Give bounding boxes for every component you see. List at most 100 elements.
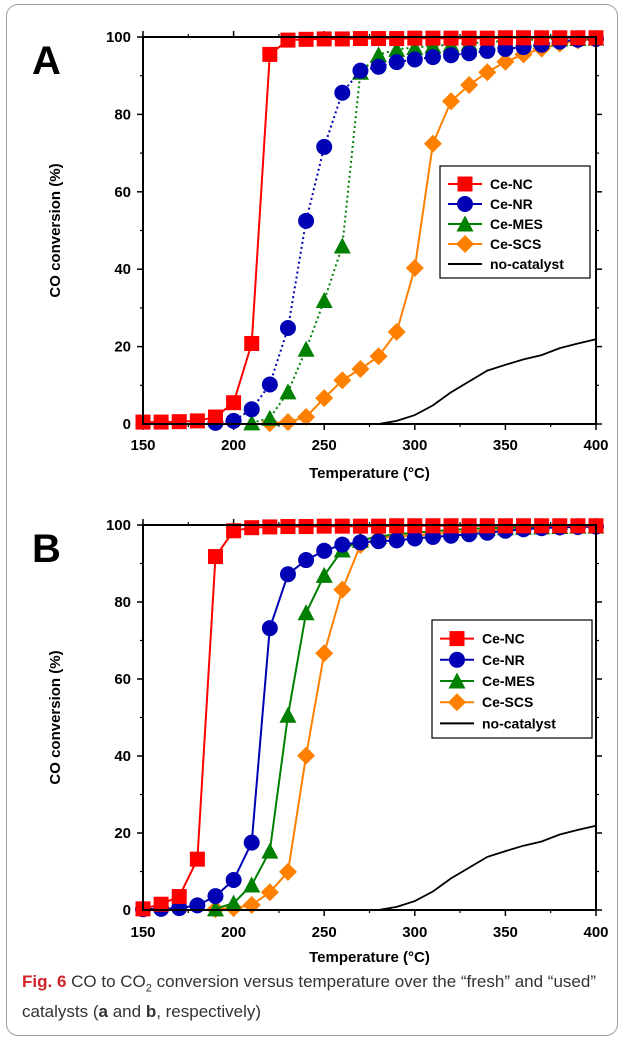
data-point bbox=[478, 63, 497, 82]
data-point bbox=[298, 31, 314, 47]
y-tick-label: 60 bbox=[114, 184, 131, 201]
data-point bbox=[370, 58, 387, 75]
data-point bbox=[278, 862, 297, 881]
y-tick-label: 80 bbox=[114, 594, 131, 611]
data-point bbox=[334, 31, 350, 47]
y-tick-label: 100 bbox=[106, 517, 131, 534]
data-point bbox=[406, 530, 423, 547]
figure-caption: Fig. 6 CO to CO2 conversion versus tempe… bbox=[22, 970, 612, 1023]
data-point bbox=[316, 542, 333, 559]
series-no-catalyst bbox=[378, 338, 597, 425]
data-point bbox=[369, 347, 388, 366]
panel-label: A bbox=[32, 39, 61, 83]
legend-label: Ce-NC bbox=[482, 631, 525, 647]
data-point bbox=[424, 49, 441, 66]
legend: Ce-NC Ce-NR Ce-MES Ce-SCS no-catalyst bbox=[439, 165, 591, 279]
x-tick-label: 400 bbox=[583, 924, 608, 941]
plot-area bbox=[135, 29, 604, 432]
x-axis-label: Temperature (°C) bbox=[309, 949, 430, 965]
data-point bbox=[333, 237, 351, 254]
data-point bbox=[297, 746, 316, 765]
series-line bbox=[251, 37, 597, 424]
data-point bbox=[333, 580, 352, 599]
data-point bbox=[352, 518, 368, 534]
data-point bbox=[496, 52, 515, 71]
caption-bold-a: a bbox=[98, 1002, 108, 1022]
data-point bbox=[261, 376, 278, 393]
series-line bbox=[215, 525, 596, 910]
data-point bbox=[171, 900, 188, 917]
data-point bbox=[226, 523, 242, 539]
data-point bbox=[261, 842, 279, 859]
data-point bbox=[279, 706, 297, 723]
data-point bbox=[262, 46, 278, 62]
data-point bbox=[243, 401, 260, 418]
data-point bbox=[406, 38, 424, 55]
legend-marker bbox=[456, 215, 474, 232]
data-point bbox=[279, 320, 296, 337]
data-point bbox=[479, 42, 496, 59]
chart-panel-b: B 150 200 250 300 350 400 0 20 40 60 80 100 Temperatu… bbox=[32, 517, 609, 965]
x-tick-label: 400 bbox=[583, 437, 608, 454]
data-point bbox=[279, 566, 296, 583]
data-point bbox=[352, 62, 369, 79]
data-point bbox=[479, 30, 495, 46]
y-tick-label: 40 bbox=[114, 748, 131, 765]
data-point bbox=[315, 292, 333, 309]
data-point bbox=[297, 340, 315, 357]
legend-label: no-catalyst bbox=[490, 256, 564, 272]
data-point bbox=[334, 84, 351, 101]
data-point bbox=[371, 31, 387, 47]
data-point bbox=[352, 31, 368, 47]
y-tick-label: 0 bbox=[123, 416, 131, 433]
data-point bbox=[315, 566, 333, 583]
data-point bbox=[206, 900, 224, 917]
x-tick-label: 350 bbox=[493, 924, 518, 941]
data-point bbox=[461, 30, 477, 46]
data-point bbox=[153, 414, 169, 430]
legend-marker bbox=[448, 672, 466, 689]
x-tick-label: 250 bbox=[312, 437, 337, 454]
data-point bbox=[298, 552, 315, 569]
legend: Ce-NC Ce-NR Ce-MES Ce-SCS no-catalyst bbox=[431, 619, 593, 739]
legend-marker bbox=[449, 631, 465, 647]
legend-marker bbox=[457, 176, 473, 192]
legend-label: Ce-NR bbox=[482, 652, 525, 668]
caption-bold-b: b bbox=[145, 1002, 157, 1022]
x-tick-label: 250 bbox=[312, 924, 337, 941]
data-point bbox=[226, 395, 242, 411]
data-point bbox=[261, 620, 278, 637]
x-tick-label: 150 bbox=[130, 437, 155, 454]
data-point bbox=[243, 834, 260, 851]
data-point bbox=[387, 322, 406, 341]
data-point bbox=[225, 871, 242, 888]
x-tick-label: 300 bbox=[402, 437, 427, 454]
legend-label: no-catalyst bbox=[482, 715, 556, 731]
data-point bbox=[443, 47, 460, 64]
x-tick-label: 200 bbox=[221, 437, 246, 454]
data-point bbox=[242, 895, 261, 914]
legend-marker bbox=[457, 196, 473, 212]
caption-text-2: conversion versus temperature over the “… bbox=[22, 972, 596, 1022]
legend-label: Ce-SCS bbox=[490, 236, 541, 252]
x-axis-label: Temperature (°C) bbox=[309, 465, 430, 482]
data-point bbox=[370, 533, 387, 550]
data-point bbox=[280, 519, 296, 535]
data-point bbox=[280, 32, 296, 48]
legend-marker bbox=[448, 693, 466, 712]
y-tick-label: 0 bbox=[123, 902, 131, 919]
legend-marker bbox=[449, 651, 465, 668]
chart-panel-a: A 150 200 250 300 350 400 0 20 40 60 80 100 Temperatu… bbox=[32, 29, 609, 482]
legend-label: Ce-SCS bbox=[482, 694, 533, 710]
data-point bbox=[352, 534, 369, 551]
data-point bbox=[171, 414, 187, 430]
legend-label: Ce-MES bbox=[482, 673, 535, 689]
data-point bbox=[207, 888, 224, 905]
y-tick-label: 100 bbox=[106, 29, 131, 46]
data-point bbox=[207, 549, 223, 565]
y-tick-label: 60 bbox=[114, 671, 131, 688]
data-point bbox=[423, 134, 442, 153]
y-tick-label: 80 bbox=[114, 106, 131, 123]
caption-text-1: CO to CO bbox=[66, 972, 146, 991]
